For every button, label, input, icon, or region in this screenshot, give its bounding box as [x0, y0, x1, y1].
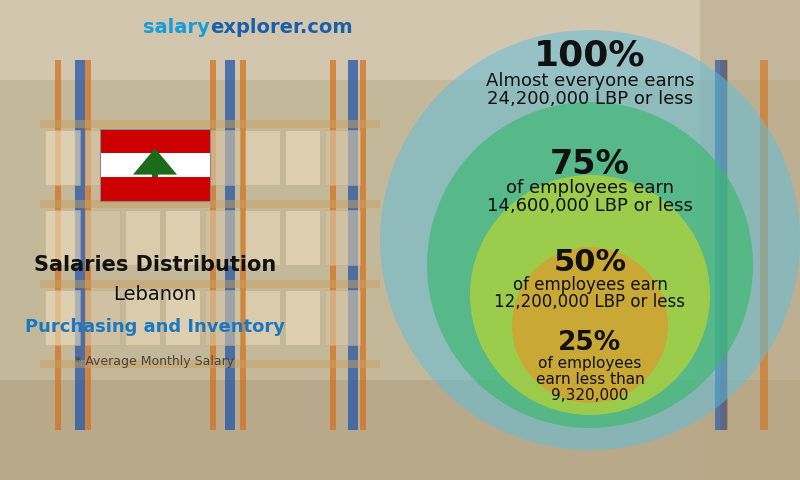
Bar	[40, 200, 380, 208]
Bar	[348, 60, 358, 430]
Bar	[210, 60, 216, 430]
Text: explorer.com: explorer.com	[210, 18, 353, 37]
Bar	[125, 130, 160, 185]
Bar	[40, 360, 380, 368]
Circle shape	[427, 102, 753, 428]
Bar	[45, 130, 80, 185]
Bar	[330, 60, 336, 430]
Bar	[245, 290, 280, 345]
Bar	[0, 380, 800, 480]
Bar	[55, 60, 61, 430]
Bar	[715, 60, 727, 430]
Text: of employees: of employees	[538, 356, 642, 371]
Circle shape	[470, 175, 710, 415]
Bar	[85, 130, 120, 185]
Bar	[240, 60, 246, 430]
Text: of employees earn: of employees earn	[513, 276, 667, 294]
Text: 9,320,000: 9,320,000	[551, 388, 629, 403]
Text: 14,600,000 LBP or less: 14,600,000 LBP or less	[487, 197, 693, 215]
Bar	[165, 290, 200, 345]
Bar	[225, 60, 235, 430]
Bar	[325, 290, 360, 345]
Bar	[100, 153, 210, 177]
Bar	[85, 290, 120, 345]
Bar	[165, 210, 200, 265]
Text: Salaries Distribution: Salaries Distribution	[34, 255, 276, 275]
Circle shape	[380, 30, 800, 450]
Bar	[325, 130, 360, 185]
Bar	[100, 129, 210, 201]
Circle shape	[512, 247, 668, 403]
Bar	[40, 120, 380, 128]
Bar	[100, 129, 210, 153]
Text: 12,200,000 LBP or less: 12,200,000 LBP or less	[494, 293, 686, 311]
Bar	[40, 280, 380, 288]
Bar	[45, 210, 80, 265]
Text: Lebanon: Lebanon	[114, 285, 197, 304]
Text: 24,200,000 LBP or less: 24,200,000 LBP or less	[487, 90, 693, 108]
Bar	[325, 210, 360, 265]
Bar	[165, 130, 200, 185]
Bar	[205, 290, 240, 345]
Bar	[85, 210, 120, 265]
Bar	[720, 60, 728, 430]
Bar	[285, 210, 320, 265]
Bar	[125, 290, 160, 345]
Text: * Average Monthly Salary: * Average Monthly Salary	[75, 355, 234, 368]
Text: 75%: 75%	[550, 148, 630, 181]
Bar	[125, 210, 160, 265]
Bar	[85, 60, 91, 430]
Text: Almost everyone earns: Almost everyone earns	[486, 72, 694, 90]
Text: Purchasing and Inventory: Purchasing and Inventory	[25, 318, 285, 336]
Bar	[205, 130, 240, 185]
Bar	[245, 130, 280, 185]
Text: of employees earn: of employees earn	[506, 179, 674, 197]
Bar	[285, 290, 320, 345]
Text: 25%: 25%	[558, 330, 622, 356]
Bar	[760, 60, 768, 430]
Polygon shape	[133, 148, 177, 175]
Text: salary: salary	[143, 18, 210, 37]
Bar	[360, 60, 366, 430]
Text: earn less than: earn less than	[536, 372, 644, 387]
Bar	[45, 290, 80, 345]
Text: 100%: 100%	[534, 38, 646, 72]
Bar	[75, 60, 85, 430]
Bar	[100, 177, 210, 201]
Bar	[152, 173, 158, 178]
Bar	[285, 130, 320, 185]
Bar	[245, 210, 280, 265]
Bar	[700, 0, 800, 480]
Bar	[0, 0, 800, 80]
Bar	[205, 210, 240, 265]
Text: 50%: 50%	[554, 248, 626, 277]
